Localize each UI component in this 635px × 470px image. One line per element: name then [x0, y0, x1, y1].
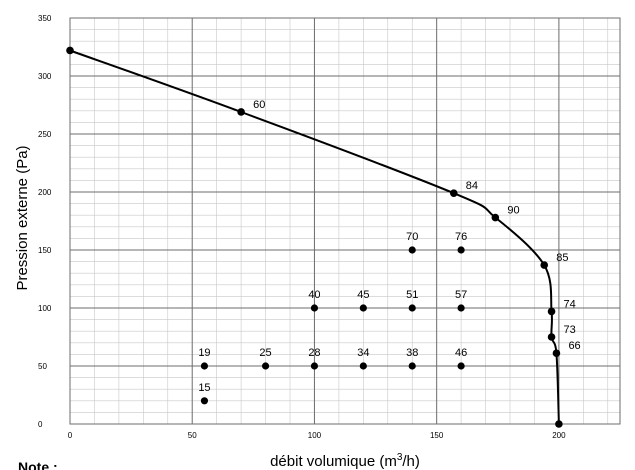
data-point: [200, 397, 209, 405]
data-point: [408, 246, 416, 254]
data-point: [359, 304, 367, 312]
curve-point: [449, 189, 458, 197]
data-point-label: 45: [357, 289, 369, 301]
data-point-label: 15: [198, 382, 210, 394]
curve-point-label: 73: [564, 324, 576, 336]
curve-point-label: 90: [507, 205, 519, 217]
x-tick-label: 50: [188, 431, 197, 440]
plot-frame: [69, 17, 621, 425]
data-point-label: 40: [308, 289, 320, 301]
data-point: [457, 304, 465, 312]
data-point-label: 57: [455, 289, 467, 301]
y-axis-title: Pression externe (Pa): [14, 145, 31, 290]
note-label: Note :: [18, 459, 58, 470]
x-tick-label: 100: [308, 431, 322, 440]
curve-point-label: 60: [253, 99, 265, 111]
x-tick-label: 150: [430, 431, 444, 440]
data-point-label: 51: [406, 289, 418, 301]
y-tick-labels: 0 50 100 150 200 250 300 350: [38, 14, 52, 429]
curve-point: [66, 46, 74, 55]
curve-point-label: 84: [466, 180, 478, 192]
data-point-label: 46: [455, 347, 467, 359]
y-tick-label: 200: [38, 188, 52, 197]
data-point: [310, 362, 319, 370]
y-tick-label: 350: [38, 14, 52, 23]
x-axis-title-end: /h): [402, 453, 420, 470]
data-point: [359, 362, 367, 370]
data-point: [408, 304, 416, 312]
data-point-label: 38: [406, 347, 418, 359]
scatter-points: 15 19 25 28 34 38 46 40 45 51 57 70 76: [198, 231, 467, 405]
curve-point: [237, 108, 245, 116]
curve-point: [547, 307, 556, 316]
y-tick-label: 250: [38, 130, 52, 139]
curve-point: [552, 349, 561, 358]
curve-points: 60 84 90 85 74 73 66: [66, 46, 581, 428]
x-axis-title-main: débit volumique (m: [270, 453, 397, 470]
data-point-label: 70: [406, 231, 418, 243]
data-point: [310, 304, 319, 312]
y-tick-label: 300: [38, 72, 52, 81]
data-point: [457, 246, 465, 254]
curve-point-label: 85: [556, 252, 568, 264]
data-point-label: 28: [308, 347, 320, 359]
x-tick-label: 0: [68, 431, 73, 440]
y-tick-label: 100: [38, 304, 52, 313]
data-point: [457, 362, 465, 370]
curve-point: [547, 333, 556, 341]
data-point-label: 34: [357, 347, 369, 359]
y-tick-label: 150: [38, 246, 52, 255]
curve-point: [555, 420, 563, 428]
data-point-label: 19: [198, 347, 210, 359]
data-point-label: 76: [455, 231, 467, 243]
data-point-label: 25: [259, 347, 271, 359]
curve-point: [540, 261, 549, 269]
curve-point-label: 66: [568, 340, 580, 352]
y-tick-label: 50: [38, 362, 47, 371]
y-tick-label: 0: [38, 420, 43, 429]
data-point: [408, 362, 416, 370]
x-axis-title-superscript: 3: [397, 452, 403, 463]
data-point: [261, 362, 270, 370]
data-point: [200, 362, 209, 370]
curve-point-label: 74: [564, 298, 576, 310]
x-tick-labels: 0 50 100 150 200: [68, 431, 566, 440]
x-tick-label: 200: [552, 431, 566, 440]
x-axis-title: débit volumique (m3/h): [270, 452, 420, 470]
curve-point: [491, 213, 500, 222]
